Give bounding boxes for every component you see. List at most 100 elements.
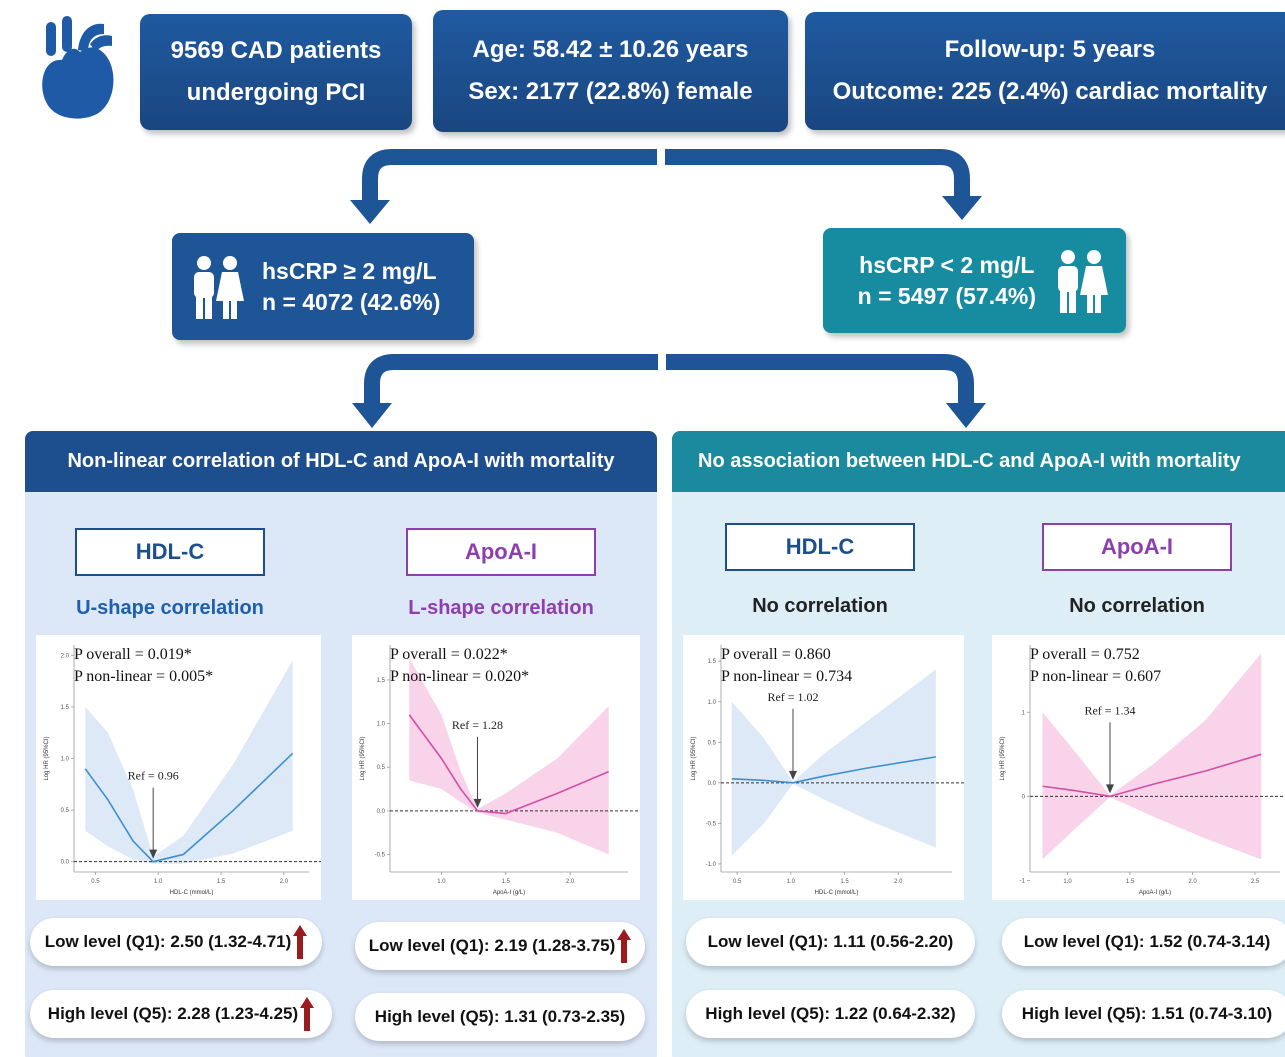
group-line: n = 5497 (57.4%)	[857, 282, 1036, 309]
x-tick-label: 2.0	[894, 879, 903, 885]
p-overall: P overall = 0.860	[721, 646, 831, 663]
confidence-band	[409, 658, 609, 855]
x-tick-label: 0.5	[91, 879, 100, 885]
header-line: Follow-up: 5 years	[944, 36, 1156, 63]
increase-arrow	[617, 929, 632, 963]
x-tick-label: 2.5	[1251, 879, 1260, 885]
group-box: hsCRP < 2 mg/L n = 5497 (57.4%)	[823, 228, 1126, 333]
x-tick-label: 0.5	[733, 879, 742, 885]
group-box: hsCRP ≥ 2 mg/L n = 4072 (42.6%)	[172, 233, 474, 340]
y-axis-label: Log HR (95%CI)	[1000, 736, 1006, 780]
x-tick-label: 2.0	[1188, 879, 1197, 885]
hr-curve	[1042, 753, 1262, 798]
hr-curve	[731, 756, 937, 784]
y-tick-label: -1	[1020, 878, 1026, 884]
ref-label: Ref = 0.96	[128, 769, 179, 783]
p-nonlinear: P non-linear = 0.607	[1030, 668, 1161, 685]
p-overall: P overall = 0.019*	[74, 646, 192, 663]
spline-plot: -1.0 -0.5 0.0 0.5 1.0 1.5 0.5 1.0 1.5 2.0 HDL-C (m…	[683, 635, 964, 900]
p-nonlinear: P non-linear = 0.005*	[74, 668, 213, 685]
increase-arrow	[300, 997, 315, 1031]
y-tick-label: 1	[1022, 710, 1026, 716]
x-tick-label: 2.0	[280, 879, 289, 885]
ref-arrow-head	[473, 798, 482, 808]
p-nonlinear: P non-linear = 0.734	[721, 668, 852, 685]
p-nonlinear: P non-linear = 0.020*	[390, 668, 529, 685]
header-box: Follow-up: 5 years Outcome: 225 (2.4%) ca…	[805, 12, 1285, 130]
y-tick-label: 0.5	[377, 765, 386, 771]
finding: U-shape correlation	[76, 597, 264, 619]
ref-label: Ref = 1.34	[1084, 703, 1135, 717]
ref-label: Ref = 1.28	[452, 718, 503, 732]
level-pill: Low level (Q1): 2.19 (1.28-3.75)	[355, 922, 645, 970]
y-tick-label: -0.5	[706, 821, 717, 827]
x-axis-label: ApoA-I (g/L)	[1139, 890, 1171, 896]
p-overall: P overall = 0.022*	[390, 646, 508, 663]
y-tick-label: 1.5	[61, 705, 70, 711]
x-tick-label: 1.5	[502, 879, 511, 885]
x-tick-label: 2.0	[566, 879, 575, 885]
y-tick-label: -0.5	[375, 853, 386, 859]
x-tick-label: 1.0	[787, 879, 796, 885]
level-text: Low level (Q1): 2.19 (1.28-3.75)	[368, 936, 616, 955]
ref-label: Ref = 1.02	[767, 690, 818, 704]
confidence-band	[1042, 653, 1262, 860]
x-tick-label: 1.5	[840, 879, 849, 885]
header-line: Outcome: 225 (2.4%) cardiac mortality	[832, 78, 1268, 105]
hr-curve	[408, 714, 610, 815]
level-text: High level (Q5): 1.22 (0.64-2.32)	[705, 1004, 956, 1023]
group-text: hsCRP < 2 mg/L n = 5497 (57.4%)	[858, 252, 1036, 310]
confidence-band	[85, 660, 293, 864]
level-text: High level (Q5): 1.31 (0.73-2.35)	[374, 1007, 626, 1026]
level-text: High level (Q5): 1.51 (0.74-3.10)	[1021, 1004, 1273, 1023]
marker-label: HDL-C	[725, 523, 915, 571]
header-line: 9569 CAD patients	[170, 37, 382, 64]
ref-arrow-head	[149, 849, 158, 859]
x-tick-label: 1.0	[437, 879, 446, 885]
y-tick-label: 0	[1022, 794, 1026, 800]
header-line: Sex: 2177 (22.8%) female	[468, 78, 753, 105]
heart-icon	[42, 16, 114, 119]
level-pill: Low level (Q1): 1.52 (0.74-3.14)	[1002, 918, 1285, 966]
x-tick-label: 1.0	[154, 879, 163, 885]
x-tick-label: 1.5	[1126, 879, 1135, 885]
level-pill: High level (Q5): 1.31 (0.73-2.35)	[355, 993, 645, 1041]
people-icon	[1058, 249, 1108, 313]
x-axis-label: HDL-C (mmol/L)	[815, 890, 859, 896]
group-line: hsCRP < 2 mg/L	[859, 251, 1035, 278]
y-axis-label: Log HR (95%CI)	[691, 736, 697, 780]
spline-plot: -0.5 0.0 0.5 1.0 1.5 1.0 1.5 2.0 ApoA-I (g/L) Log…	[352, 635, 640, 900]
split-arrows	[362, 149, 974, 406]
spline-plot: 0.0 0.5 1.0 1.5 2.0 0.5 1.0 1.5 2.0 HDL-C (mmol/L…	[36, 635, 321, 900]
y-tick-label: 1.5	[377, 678, 386, 684]
confidence-band	[731, 669, 936, 856]
y-tick-label: 2.0	[61, 653, 70, 659]
x-tick-label: 1.0	[1063, 879, 1072, 885]
panel-title: No association between HDL-C and ApoA-I …	[672, 431, 1285, 492]
y-tick-label: 0.5	[61, 808, 70, 814]
increase-arrow	[293, 925, 308, 959]
group-line: hsCRP ≥ 2 mg/L	[262, 257, 437, 284]
y-tick-label: 0.0	[708, 781, 717, 787]
y-tick-label: 1.0	[377, 722, 386, 728]
ref-arrow-head	[788, 770, 797, 780]
header-line: undergoing PCI	[186, 79, 366, 106]
ref-arrow-head	[1106, 784, 1114, 794]
marker-label: ApoA-I	[1042, 523, 1232, 571]
y-tick-label: 1.5	[708, 659, 717, 665]
group-line: n = 4072 (42.6%)	[262, 288, 441, 315]
p-overall: P overall = 0.752	[1030, 646, 1140, 663]
level-pill: High level (Q5): 2.28 (1.23-4.25)	[30, 990, 332, 1038]
panel-title: Non-linear correlation of HDL-C and ApoA…	[25, 431, 657, 492]
y-tick-label: 0.5	[708, 740, 717, 746]
group-text: hsCRP ≥ 2 mg/L n = 4072 (42.6%)	[262, 258, 440, 316]
header-box: Age: 58.42 ± 10.26 years Sex: 2177 (22.8%…	[433, 10, 788, 132]
x-tick-label: 1.5	[217, 879, 226, 885]
y-tick-label: 1.0	[61, 757, 70, 763]
level-pill: Low level (Q1): 1.11 (0.56-2.20)	[686, 918, 975, 966]
finding: No correlation	[752, 595, 888, 617]
y-tick-label: 0.0	[377, 809, 386, 815]
spline-plot: -1 0 1 1.0 1.5 2.0 2.5 ApoA-I (g/L) Log HR (95%C…	[992, 635, 1285, 900]
marker-label: HDL-C	[75, 528, 265, 576]
